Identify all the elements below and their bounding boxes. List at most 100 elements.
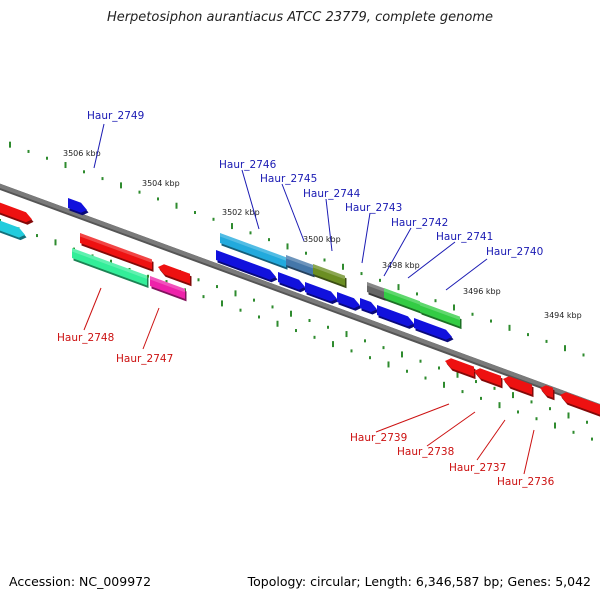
tick-label: 3504 kbp: [142, 179, 180, 188]
tick-mark: [194, 211, 196, 215]
tick-mark: [382, 346, 385, 350]
tick-mark: [591, 437, 593, 441]
tick-mark: [512, 392, 514, 399]
haur-2743-cds-top-highlight: [367, 282, 384, 292]
tick-mark: [221, 300, 223, 307]
gene-label[interactable]: Haur_2738: [397, 446, 454, 458]
tick-mark: [327, 325, 329, 329]
haur-2747-cds-red[interactable]: [158, 264, 190, 284]
haur-2740-cds[interactable]: [414, 318, 452, 340]
edge-cds-cyan[interactable]: [0, 217, 25, 238]
tick-mark: [253, 298, 255, 302]
genome-summary: Topology: circular; Length: 6,346,587 bp…: [247, 574, 591, 589]
haur-2749-cds[interactable]: [68, 198, 87, 213]
leader-line: [361, 212, 371, 264]
tick-mark: [419, 359, 422, 363]
haur-2736-cds[interactable]: [560, 392, 600, 415]
leader-line: [375, 403, 450, 433]
tick-mark: [147, 274, 149, 278]
tick-mark: [369, 356, 371, 360]
haur-2745-cds-top[interactable]: [286, 255, 313, 275]
tick-mark: [101, 177, 104, 181]
haur-2737-cds[interactable]: [503, 376, 532, 395]
gene-label[interactable]: Haur_2747: [116, 353, 173, 365]
haur-2746-cds-top-highlight: [220, 233, 286, 261]
haur-2741-cds-top[interactable]: [420, 302, 460, 327]
haur-2739-cds[interactable]: [445, 358, 474, 377]
tick-label: 3502 kbp: [222, 208, 260, 217]
tick-mark: [27, 149, 30, 153]
gene-label[interactable]: Haur_2748: [57, 332, 114, 344]
haur-2747-cds[interactable]: [150, 276, 185, 299]
gene-label[interactable]: Haur_2741: [436, 231, 493, 243]
haur-2742-cds-b[interactable]: [360, 298, 377, 313]
haur-2742-cds-top[interactable]: [384, 288, 420, 312]
haur-2746-cds-top[interactable]: [220, 233, 286, 268]
haur-2746-cds[interactable]: [216, 250, 276, 280]
tick-mark: [54, 239, 57, 246]
gene-label[interactable]: Haur_2739: [350, 432, 407, 444]
gene-label[interactable]: Haur_2746: [219, 159, 277, 171]
haur-2743-cds-top[interactable]: [367, 282, 384, 299]
tick-mark: [545, 339, 548, 343]
tick-mark: [83, 170, 85, 174]
tick-mark: [231, 223, 233, 230]
tick-mark: [379, 278, 381, 282]
tick-mark: [438, 366, 440, 370]
tick-mark: [424, 376, 427, 380]
haur-2748-cds-red[interactable]: [80, 233, 152, 270]
tick-mark: [387, 361, 390, 368]
tick-mark: [480, 396, 482, 400]
tick-mark: [453, 304, 455, 311]
gene-label[interactable]: Haur_2736: [497, 476, 555, 488]
haur-2748-cds[interactable]: [72, 248, 147, 286]
tick-mark: [564, 345, 566, 352]
haur-2741-cds-b[interactable]: [377, 305, 414, 327]
gene-label[interactable]: Haur_2740: [486, 246, 543, 258]
gene-label[interactable]: Haur_2737: [449, 462, 506, 474]
tick-mark: [308, 318, 311, 322]
haur-2744-cds-top[interactable]: [313, 264, 345, 286]
tick-mark: [9, 141, 11, 148]
tick-mark: [535, 417, 538, 421]
haur-2745-cds-top-highlight: [286, 255, 313, 269]
tick-mark: [295, 329, 297, 333]
tick-mark: [567, 412, 570, 419]
tick-mark: [234, 290, 237, 297]
leader-line: [383, 227, 412, 277]
haur-2747-cds-highlight: [150, 276, 185, 293]
tick-mark: [268, 238, 270, 242]
gene-label[interactable]: Haur_2742: [391, 217, 448, 229]
leader-line: [281, 183, 305, 242]
gene-label[interactable]: Haur_2745: [260, 173, 317, 185]
tick-mark: [508, 324, 511, 331]
tick-mark: [461, 390, 464, 394]
tick-mark: [290, 310, 292, 317]
tick-mark: [64, 162, 67, 169]
tick-mark: [276, 320, 279, 327]
gene-label[interactable]: Haur_2749: [87, 110, 144, 122]
tick-label: 3506 kbp: [63, 149, 101, 158]
haur-2737-cds-b[interactable]: [540, 385, 553, 398]
leader-line: [83, 287, 102, 331]
haur-2743-cds-b[interactable]: [337, 292, 360, 309]
tick-mark: [397, 284, 400, 291]
gene-label[interactable]: Haur_2743: [345, 202, 402, 214]
haur-2744-cds[interactable]: [305, 282, 337, 302]
tick-mark: [401, 351, 403, 358]
haur-2745-cds[interactable]: [278, 272, 305, 290]
leader-line: [142, 307, 160, 350]
tick-mark: [471, 312, 474, 316]
leader-line: [476, 419, 506, 461]
haur-2742-cds-top-highlight: [384, 288, 420, 305]
haur-2738-cds[interactable]: [474, 368, 501, 386]
tick-label: 3496 kbp: [463, 287, 501, 296]
tick-mark: [332, 341, 334, 348]
tick-mark: [554, 422, 556, 429]
edge-cds-red[interactable]: [0, 199, 32, 223]
tick-mark: [197, 278, 200, 282]
tick-mark: [286, 243, 289, 250]
gene-label[interactable]: Haur_2744: [303, 188, 361, 200]
